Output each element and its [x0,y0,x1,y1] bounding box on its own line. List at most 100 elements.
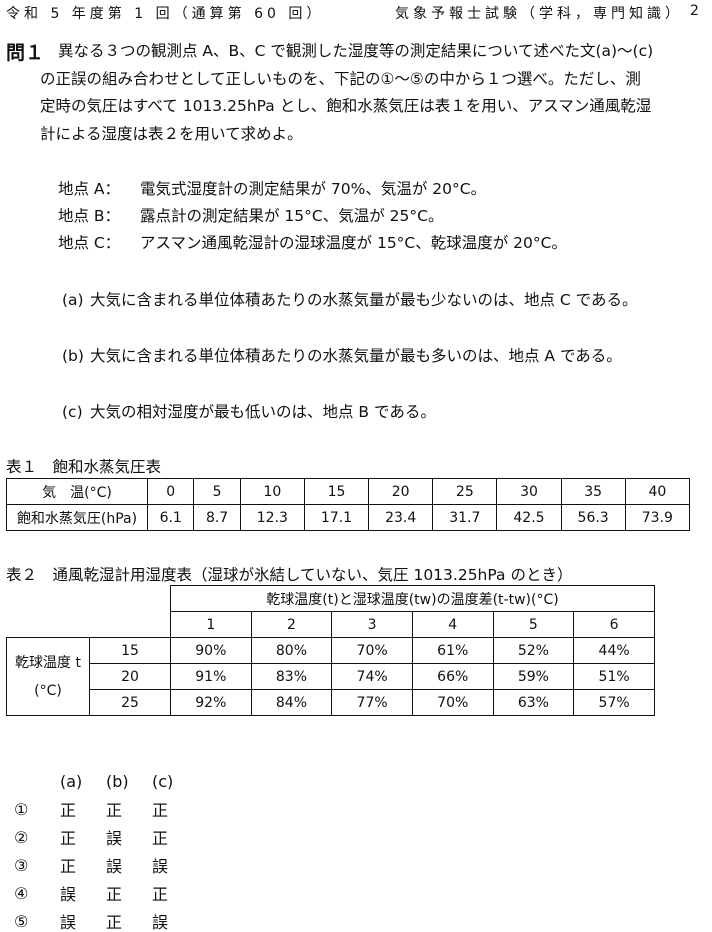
table-cell: 5 [193,478,241,505]
table-cell: 42.5 [496,504,562,531]
answer-option[interactable]: ② 正 誤 正 [14,823,198,851]
question-label: 問１ [6,42,45,64]
statement-a: (a) 大気に含まれる単位体積あたりの水蒸気量が最も少ないのは、地点 C である。 [62,288,638,310]
table-cell: 92% [170,689,252,716]
answer-option[interactable]: ④ 誤 正 正 [14,879,198,907]
table-row: 20 91% 83% 74% 66% 59% 51% [7,663,655,690]
saturation-vapor-pressure-table: 気 温(°C) 0 5 10 15 20 25 30 35 40 飽和水蒸気圧(… [6,478,691,531]
option-number: ① [14,799,29,819]
table-cell: 6.1 [146,504,195,531]
option-b: 誤 [106,829,123,848]
option-a: 正 [60,857,77,876]
row-header: 気 温(°C) [6,478,148,505]
option-a: 誤 [60,885,77,904]
table-cell: 3 [331,611,413,638]
table-cell: 52% [492,637,575,664]
table-cell: 1 [170,611,252,638]
question-line: 異なる３つの観測点 A、B、C で観測した湿度等の測定結果について述べた文(a)… [58,42,654,60]
exam-header-left: 令和 5 年度第 1 回（通算第 60 回） [6,6,325,22]
table-cell: 31.7 [432,504,498,531]
table-row: 乾球温度(t)と湿球温度(tw)の温度差(t-tw)(°C) [7,585,655,612]
table-row: 乾球温度 t (°C) 15 90% 80% 70% 61% 52% 44% [6,637,655,716]
table-cell: 57% [573,689,655,716]
option-number: ④ [14,883,29,903]
row-header: 25 [89,689,171,716]
row-group-label: 乾球温度 t [15,654,81,671]
table-cell: 2 [250,611,333,638]
option-b: 正 [106,801,123,820]
table-cell: 17.1 [303,504,370,531]
table-cell: 35 [560,478,626,505]
table-cell: 10 [239,478,305,505]
table-cell: 51% [573,663,655,690]
table-row: 飽和水蒸気圧(hPa) 6.1 8.7 12.3 17.1 23.4 31.7 … [6,504,691,531]
answer-option[interactable]: ① 正 正 正 [14,795,198,823]
question-line: の正誤の組み合わせとして正しいものを、下記の①～⑤の中から１つ選べ。ただし、測 [40,69,641,88]
question-line: 定時の気圧はすべて 1013.25hPa とし、飽和水蒸気圧は表１を用い、アスマ… [40,97,652,115]
table-cell: 80% [250,637,333,664]
table2-title: 表２ 通風乾湿計用湿度表（湿球が氷結していない、気圧 1013.25hPa のと… [6,566,573,584]
psychrometer-humidity-table: 乾球温度(t)と湿球温度(tw)の温度差(t-tw)(°C) 1 2 3 4 5… [6,585,655,716]
point-label: 地点 A： [58,180,121,198]
option-c: 誤 [152,857,169,876]
table-cell: 61% [411,637,494,664]
column-group-header: 乾球温度(t)と湿球温度(tw)の温度差(t-tw)(°C) [170,585,655,612]
point-b: 地点 B： 露点計の測定結果が 15°C、気温が 25°C。 [58,204,443,226]
table-cell: 8.7 [193,504,241,531]
statement-label: (a) [62,291,84,309]
table-cell: 91% [170,663,252,690]
option-number: ⑤ [14,911,29,931]
answer-choices: (a) (b) (c) ① 正 正 正 ② 正 誤 正 ③ 正 誤 誤 ④ 誤 … [14,767,198,932]
table-cell: 44% [573,637,655,664]
question-line: 計による湿度は表２を用いて求めよ。 [40,124,303,143]
option-number: ③ [14,855,29,875]
option-b: 正 [106,913,123,932]
option-c: 正 [152,829,169,848]
table-cell: 12.3 [239,504,305,531]
table-cell: 63% [492,689,575,716]
table-row: 1 2 3 4 5 6 [7,611,655,638]
table-cell: 30 [496,478,562,505]
table-cell: 73.9 [624,504,691,531]
row-group-header: 乾球温度 t (°C) [6,637,90,716]
row-header: 20 [89,663,171,690]
point-a: 地点 A： 電気式湿度計の測定結果が 70%、気温が 20°C。 [58,177,486,199]
table-cell: 0 [146,478,195,505]
point-c: 地点 C： アスマン通風乾湿計の湿球温度が 15°C、乾球温度が 20°C。 [58,231,567,253]
table-cell: 74% [331,663,413,690]
point-label: 地点 B： [58,207,121,225]
table-cell: 25 [432,478,498,505]
answer-header: (c) [152,771,174,791]
statement-label: (b) [62,347,84,365]
answer-header: (b) [106,771,129,791]
option-a: 正 [60,801,77,820]
point-text: 電気式湿度計の測定結果が 70%、気温が 20°C。 [140,180,487,198]
table-cell: 23.4 [368,504,434,531]
option-c: 正 [152,885,169,904]
option-number: ② [14,827,29,847]
table-cell: 77% [331,689,413,716]
statement-label: (c) [62,403,83,421]
table-cell: 84% [250,689,333,716]
answer-option[interactable]: ③ 正 誤 誤 [14,851,198,879]
answer-header-row: (a) (b) (c) [14,767,198,795]
table-cell: 70% [411,689,494,716]
point-text: アスマン通風乾湿計の湿球温度が 15°C、乾球温度が 20°C。 [140,234,567,252]
point-text: 露点計の測定結果が 15°C、気温が 25°C。 [140,207,444,225]
table-cell: 20 [368,478,434,505]
table-cell: 56.3 [560,504,626,531]
table1-title: 表１ 飽和水蒸気圧表 [6,458,162,476]
statement-text: 大気に含まれる単位体積あたりの水蒸気量が最も少ないのは、地点 C である。 [90,291,638,309]
question-text: 異なる３つの観測点 A、B、C で観測した湿度等の測定結果について述べた文(a)… [40,38,700,148]
table-cell: 90% [170,637,252,664]
option-a: 正 [60,829,77,848]
table-cell: 66% [411,663,494,690]
answer-header: (a) [60,771,83,791]
table-row: 25 92% 84% 77% 70% 63% 57% [7,689,655,716]
statement-b: (b) 大気に含まれる単位体積あたりの水蒸気量が最も多いのは、地点 A である。 [62,344,622,366]
table-cell: 83% [250,663,333,690]
answer-option[interactable]: ⑤ 誤 正 誤 [14,907,198,932]
table-row: 気 温(°C) 0 5 10 15 20 25 30 35 40 [6,478,691,505]
exam-header-right: 気象予報士試験（学科，専門知識） [395,6,683,22]
